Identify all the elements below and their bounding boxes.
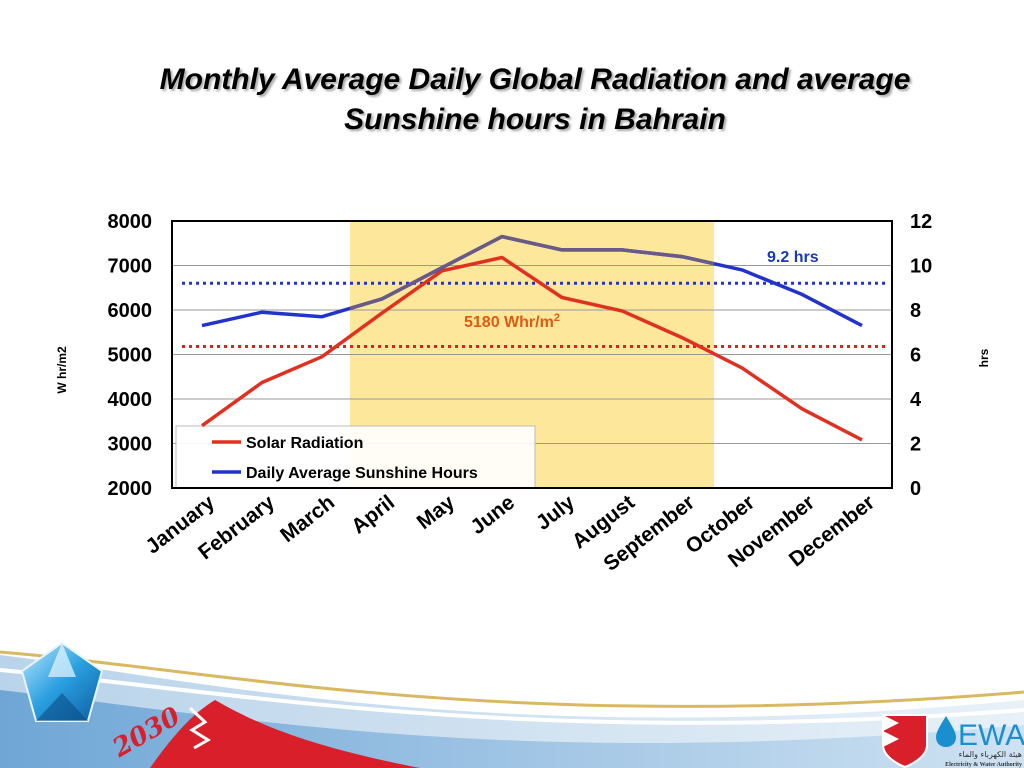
- radiation-reference-label: 5180 Whr/m2: [464, 312, 560, 331]
- ewa-logo-arabic: هيئة الكهرباء والماء: [959, 750, 1022, 759]
- y2-tick-label: 4: [910, 389, 922, 411]
- x-tick-label: June: [466, 491, 519, 539]
- series-line-highlight-overlay: [349, 234, 715, 311]
- gem-icon: [20, 641, 104, 722]
- annotations: 5180 Whr/m2 9.2 hrs: [464, 249, 819, 331]
- x-tick-label: April: [347, 491, 399, 539]
- y-tick-label: 3000: [108, 434, 153, 456]
- title-line-2: Sunshine hours in Bahrain: [344, 103, 726, 136]
- emblem-icon: [882, 714, 928, 768]
- chart: 8000 7000 6000 5000 4000 3000 2000 12 10 8 6 4 2 0 J…: [55, 211, 991, 576]
- x-tick-label: May: [413, 491, 460, 534]
- x-tick-label: March: [276, 491, 339, 547]
- y2-tick-label: 8: [910, 300, 921, 322]
- y2-tick-label: 2: [910, 434, 921, 456]
- title-line-1: Monthly Average Daily Global Radiation a…: [159, 63, 911, 96]
- legend-items: Solar Radiation Daily Average Sunshine Ho…: [212, 435, 478, 482]
- y2-axis-title: hrs: [977, 348, 991, 367]
- slide-title: Monthly Average Daily Global Radiation a…: [60, 60, 1010, 140]
- legend-label: Daily Average Sunshine Hours: [246, 465, 478, 482]
- y-tick-label: 4000: [108, 389, 153, 411]
- y2-tick-label: 12: [910, 211, 932, 233]
- y-axis-title: W hr/m2: [55, 346, 69, 394]
- sunshine-reference-label: 9.2 hrs: [767, 249, 819, 266]
- footer-decoration: 2030 EWA هيئة الكهرباء والماء Electricit…: [0, 641, 1024, 768]
- y-axis-left: 8000 7000 6000 5000 4000 3000 2000: [108, 211, 153, 500]
- legend-label: Solar Radiation: [246, 435, 363, 452]
- y-axis-right: 12 10 8 6 4 2 0: [910, 211, 932, 500]
- water-drop-icon: [936, 716, 956, 747]
- y2-tick-label: 6: [910, 345, 921, 367]
- x-tick-label: July: [532, 491, 580, 535]
- y-tick-label: 7000: [108, 256, 153, 278]
- y-tick-label: 8000: [108, 211, 153, 233]
- wave-gold-line: [0, 650, 1024, 708]
- wave-white-line: [0, 668, 1024, 725]
- y2-tick-label: 10: [910, 256, 932, 278]
- flag-ribbon: [150, 700, 420, 768]
- y2-tick-label: 0: [910, 478, 921, 500]
- ewa-logo-text: EWA: [958, 719, 1024, 752]
- y-tick-label: 5000: [108, 345, 153, 367]
- ewa-logo: EWA هيئة الكهرباء والماء Electricity & W…: [936, 716, 1024, 768]
- series-line: [200, 255, 863, 442]
- y-tick-label: 2000: [108, 478, 153, 500]
- plot-frame: [171, 220, 893, 489]
- reference-lines: [182, 281, 885, 348]
- ewa-logo-subtitle: Electricity & Water Authority: [945, 762, 1022, 768]
- y-tick-label: 6000: [108, 300, 153, 322]
- series-lines: [200, 234, 863, 442]
